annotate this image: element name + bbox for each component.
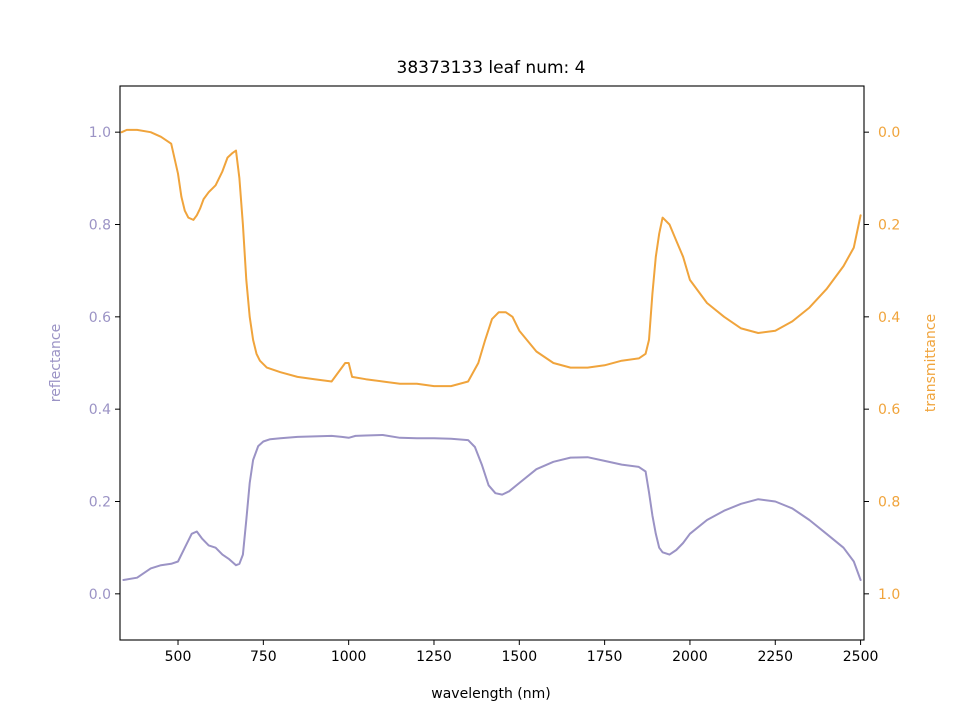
right-tick-label: 0.6 (878, 402, 900, 418)
x-tick-label: 750 (250, 649, 277, 665)
chart-title: 38373133 leaf num: 4 (397, 58, 586, 78)
y-axis-label-left: reflectance (48, 324, 64, 402)
right-tick-label: 0.8 (878, 495, 900, 511)
left-tick-label: 1.0 (89, 125, 111, 141)
x-tick-label: 2250 (757, 649, 793, 665)
x-tick-label: 1250 (416, 649, 452, 665)
series-layer (120, 128, 862, 581)
right-tick-label: 1.0 (878, 587, 900, 603)
x-axis-label: wavelength (nm) (431, 686, 550, 702)
reflectance-series-line (122, 434, 862, 581)
left-axis-ticks: 0.0 0.2 0.4 0.6 0.8 1.0 (89, 125, 120, 603)
x-tick-label: 500 (165, 649, 192, 665)
x-tick-label: 2000 (672, 649, 708, 665)
y-axis-label-right: transmittance (923, 314, 939, 412)
right-tick-label: 0.0 (878, 125, 900, 141)
left-tick-label: 0.4 (89, 402, 111, 418)
x-axis-ticks: 500 750 1000 1250 1500 1750 2000 2250 2500 (165, 640, 879, 665)
right-tick-label: 0.2 (878, 218, 900, 234)
left-tick-label: 0.2 (89, 495, 111, 511)
left-tick-label: 0.0 (89, 587, 111, 603)
x-tick-label: 1750 (587, 649, 623, 665)
right-axis-ticks: 0.0 0.2 0.4 0.6 0.8 1.0 (864, 125, 900, 603)
x-tick-label: 1500 (501, 649, 537, 665)
x-tick-label: 2500 (843, 649, 879, 665)
x-tick-label: 1000 (331, 649, 367, 665)
plot-frame (119, 85, 865, 641)
transmittance-series-line (120, 128, 862, 388)
left-tick-label: 0.6 (89, 310, 111, 326)
left-tick-label: 0.8 (89, 218, 111, 234)
right-tick-label: 0.4 (878, 310, 900, 326)
